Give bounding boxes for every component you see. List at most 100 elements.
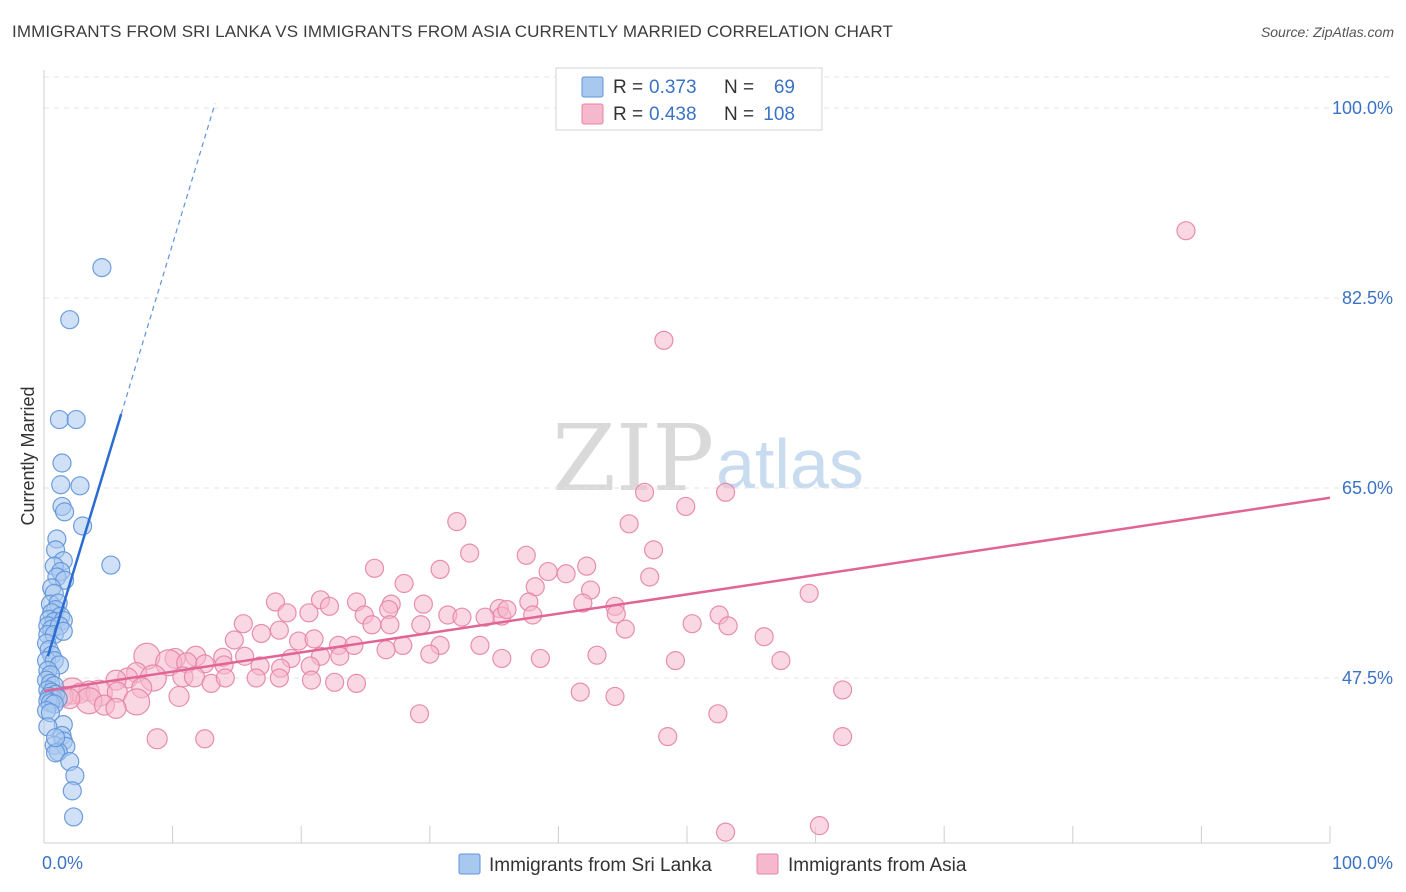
asia-point xyxy=(643,540,664,560)
chart-title: IMMIGRANTS FROM SRI LANKA VS IMMIGRANTS … xyxy=(12,22,893,41)
bottom-legend-label-sri-lanka: Immigrants from Sri Lanka xyxy=(489,855,712,876)
sri-lanka-point xyxy=(51,475,71,495)
asia-point xyxy=(122,688,151,716)
series-asia-points xyxy=(52,221,1196,842)
asia-point xyxy=(411,615,431,635)
stats-legend: R = 0.373 N = 69 R = 0.438 N = 108 xyxy=(555,67,823,131)
asia-point xyxy=(573,593,593,613)
asia-point xyxy=(497,599,517,620)
asia-point xyxy=(570,682,590,702)
legend-n-value: 108 xyxy=(763,104,795,125)
asia-point xyxy=(452,607,472,627)
asia-point xyxy=(523,605,543,625)
y-axis-label: Currently Married xyxy=(18,386,38,525)
asia-point xyxy=(556,564,576,584)
sri-lanka-point xyxy=(66,409,86,430)
trend-lines xyxy=(43,103,1331,693)
asia-point xyxy=(233,614,253,634)
asia-point xyxy=(605,686,625,707)
asia-point xyxy=(516,545,536,565)
asia-point xyxy=(251,623,271,644)
x-axis-ticks xyxy=(43,826,1331,843)
watermark-atlas: atlas xyxy=(716,425,864,503)
trend-line-asia xyxy=(43,496,1331,693)
asia-point xyxy=(833,680,853,700)
asia-point xyxy=(754,627,774,647)
asia-point xyxy=(708,704,728,724)
sri-lanka-point xyxy=(52,453,72,473)
asia-point xyxy=(833,727,853,747)
y-tick-label: 65.0% xyxy=(1342,478,1393,498)
asia-point xyxy=(325,672,345,692)
y-axis-tick-labels: 100.0% 82.5% 65.0% 47.5% xyxy=(1332,98,1393,688)
asia-point xyxy=(615,619,635,639)
asia-point xyxy=(538,561,558,582)
asia-point xyxy=(658,727,678,747)
asia-point xyxy=(246,668,266,688)
asia-point xyxy=(319,596,340,616)
legend-r-value: 0.373 xyxy=(649,77,697,98)
asia-point xyxy=(376,640,396,660)
legend-swatch-asia xyxy=(581,103,604,125)
asia-point xyxy=(299,603,319,623)
asia-point xyxy=(1176,221,1196,241)
asia-point xyxy=(409,704,430,724)
sri-lanka-point xyxy=(49,409,70,430)
asia-point xyxy=(771,651,791,671)
trend-line-sri-lanka-extension xyxy=(120,103,216,415)
sri-lanka-point xyxy=(70,476,90,496)
x-tick-label: 0.0% xyxy=(42,853,83,873)
asia-point xyxy=(168,685,190,708)
asia-point xyxy=(413,594,433,614)
asia-point xyxy=(530,648,550,669)
sri-lanka-point xyxy=(63,807,84,827)
asia-point xyxy=(146,728,168,750)
asia-point xyxy=(447,512,467,532)
asia-point xyxy=(362,615,382,635)
asia-point xyxy=(475,607,495,627)
legend-r-value: 0.438 xyxy=(649,104,697,125)
asia-point xyxy=(364,558,385,578)
x-axis-tick-labels: 0.0% 100.0% xyxy=(42,853,1393,873)
bottom-legend-label-asia: Immigrants from Asia xyxy=(788,855,967,876)
asia-point xyxy=(619,514,639,534)
legend-n-label: N = xyxy=(724,104,754,125)
legend-n-label: N = xyxy=(724,77,754,98)
asia-point xyxy=(346,673,367,694)
asia-point xyxy=(587,645,607,665)
asia-point xyxy=(665,651,686,671)
asia-point xyxy=(809,816,830,836)
asia-point xyxy=(682,614,702,634)
sri-lanka-point xyxy=(92,257,112,278)
bottom-legend-swatch-sri-lanka xyxy=(458,853,481,875)
asia-point xyxy=(224,630,244,650)
asia-point xyxy=(394,573,414,594)
series-legend: Immigrants from Sri Lanka Immigrants fro… xyxy=(458,853,967,876)
asia-point xyxy=(420,644,440,664)
asia-point xyxy=(430,559,450,580)
asia-point xyxy=(676,496,696,517)
y-tick-label: 100.0% xyxy=(1332,98,1393,118)
asia-point xyxy=(718,616,738,636)
y-tick-label: 47.5% xyxy=(1342,668,1393,688)
series-sri-lanka-points xyxy=(36,257,121,827)
asia-point xyxy=(269,620,289,640)
legend-r-label: R = xyxy=(613,77,643,98)
asia-point xyxy=(634,482,655,502)
sri-lanka-point xyxy=(101,555,121,575)
asia-point xyxy=(304,629,324,649)
asia-point xyxy=(330,646,350,666)
asia-point xyxy=(577,556,597,576)
x-tick-label: 100.0% xyxy=(1332,853,1393,873)
asia-point xyxy=(799,583,819,603)
sri-lanka-point xyxy=(45,728,66,748)
asia-point xyxy=(470,635,490,656)
asia-point xyxy=(195,729,215,749)
sri-lanka-point xyxy=(54,502,75,522)
asia-point xyxy=(715,482,736,502)
legend-swatch-sri-lanka xyxy=(581,76,604,98)
watermark-zip: ZIP xyxy=(552,405,714,512)
gridlines xyxy=(44,76,1394,679)
chart-source: Source: ZipAtlas.com xyxy=(1260,24,1394,40)
